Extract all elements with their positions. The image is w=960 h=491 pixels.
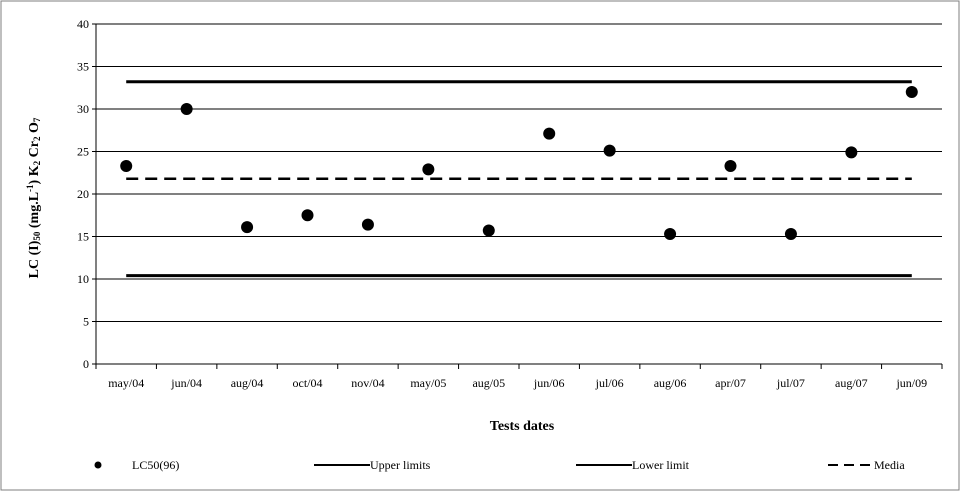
x-tick-label: jun/06 [533, 376, 565, 390]
y-tick-label: 15 [77, 230, 89, 244]
x-tick-label: nov/04 [351, 376, 384, 390]
y-tick-label: 25 [77, 145, 89, 159]
legend: LC50(96) Upper limits Lower limit Media [94, 458, 905, 472]
data-point [543, 127, 556, 140]
data-point [724, 159, 737, 172]
y-tick-label: 10 [77, 272, 89, 286]
data-point [241, 221, 254, 234]
legend-label: Upper limits [370, 458, 431, 472]
x-tick-label: oct/04 [293, 376, 323, 390]
x-tick-label: may/05 [410, 376, 446, 390]
x-tick-label: may/04 [108, 376, 144, 390]
data-point [905, 86, 918, 98]
data-point [784, 227, 797, 240]
x-tick-label: jun/04 [170, 376, 202, 390]
legend-label: Media [874, 458, 905, 472]
y-tick-label: 20 [77, 187, 89, 201]
y-tick-label: 30 [77, 102, 89, 116]
x-tick-label: aug/06 [654, 376, 687, 390]
x-tick-labels: may/04 jun/04 aug/04 oct/04 nov/04 may/05 aug/… [108, 376, 927, 390]
svg-text:LC (I)50 (mg.L-1) K2 Cr2 O7: LC (I)50 (mg.L-1) K2 Cr2 O7 [25, 117, 42, 278]
data-point [603, 144, 616, 157]
y-tick-label: 5 [83, 315, 89, 329]
y-tick-label: 0 [83, 357, 89, 371]
legend-marker [94, 461, 102, 469]
x-tick-label: aug/07 [835, 376, 868, 390]
x-tick-label: jul/07 [776, 376, 805, 390]
x-tick-label: aug/05 [472, 376, 505, 390]
legend-label: Lower limit [632, 458, 690, 472]
data-points [120, 86, 918, 240]
y-tick-label: 35 [77, 60, 89, 74]
x-tick-label: aug/04 [231, 376, 264, 390]
data-point [422, 163, 435, 176]
data-point [180, 103, 193, 115]
x-axis-title: Tests dates [490, 419, 555, 434]
data-point [120, 159, 133, 172]
axes [92, 23, 943, 369]
data-point [361, 218, 374, 231]
reference-lines [126, 80, 912, 278]
y-tick-labels: 0 5 10 15 20 25 30 35 40 [77, 17, 89, 371]
data-point [482, 224, 495, 237]
x-tick-label: jul/06 [595, 376, 624, 390]
gridlines [96, 23, 942, 322]
data-point [845, 146, 858, 159]
x-tick-label: apr/07 [715, 376, 746, 390]
data-point [664, 227, 677, 240]
x-tick-label: jun/09 [895, 376, 927, 390]
legend-label: LC50(96) [132, 458, 179, 472]
y-tick-label: 40 [77, 17, 89, 31]
data-point [301, 209, 314, 222]
y-axis-title: LC (I)50 (mg.L-1) K2 Cr2 O7 [25, 117, 42, 278]
